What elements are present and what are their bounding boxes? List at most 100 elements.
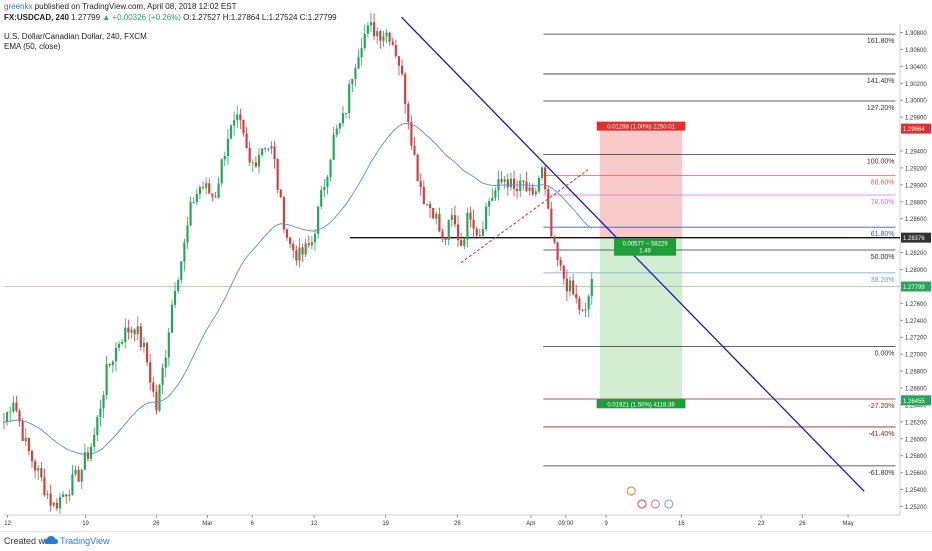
candle-body [223, 156, 226, 160]
candle-body [251, 162, 254, 164]
y-tick-label: 1.29800 [905, 116, 927, 122]
symbol-label: FX:USDCAD, 240 [4, 13, 69, 22]
candle-body [236, 114, 239, 121]
candle-body [58, 496, 62, 509]
candle-body [192, 202, 195, 203]
fib-level-label: 61.80% [871, 231, 895, 238]
candle-body [233, 120, 236, 126]
y-tick-label: 1.26600 [905, 387, 927, 393]
candle-body [96, 416, 99, 435]
candle-body [273, 146, 276, 160]
ohlc-values: O:1.27527 H:1.27864 L:1.27524 C:1.27799 [183, 13, 337, 22]
price-chart[interactable]: 1.30800 1.30600 1.30400 1.30200 1.30000 1.298… [0, 0, 932, 531]
y-tick-label: 1.26400 [905, 403, 927, 409]
candle-body [506, 179, 509, 188]
candle-body [320, 190, 323, 207]
x-tick-label: 26 [799, 521, 806, 527]
candle-body [121, 342, 124, 344]
candle-body [12, 402, 15, 412]
risk-reward-bg [614, 238, 677, 256]
candle-body [432, 208, 435, 219]
price-change: ▲ +0.00326 (+0.26%) [102, 13, 181, 22]
candle-body [264, 148, 267, 150]
candle-body [167, 332, 170, 358]
instrument-title: U.S. Dollar/Canadian Dollar, 240, FXCM [4, 32, 147, 41]
candle-body [136, 326, 139, 335]
candle-body [71, 474, 74, 495]
candle-body [105, 364, 108, 395]
y-tick-label: 1.30800 [905, 31, 927, 37]
y-tick-label: 1.30000 [905, 99, 927, 105]
event-flag-icon [650, 499, 660, 509]
candle-body [195, 194, 198, 203]
channel-dashed-line [460, 169, 589, 264]
tradingview-cloud-icon [44, 536, 58, 544]
x-tick-label: 19 [382, 521, 389, 527]
candle-body [407, 103, 410, 123]
candle-body [332, 134, 335, 160]
candle-body [525, 181, 528, 191]
candle-body [565, 278, 568, 292]
candle-body [341, 113, 345, 124]
candle-body [34, 461, 37, 471]
x-tick-label: 12 [311, 521, 318, 527]
candle-body [77, 469, 80, 482]
axis-price-tag-label: 1.28376 [903, 236, 925, 242]
candle-body [345, 113, 348, 114]
candle-body [27, 437, 30, 452]
candle-body [248, 148, 251, 163]
candle-body [83, 452, 86, 470]
y-tick-label: 1.27000 [905, 353, 927, 359]
candle-body [478, 235, 481, 237]
candle-body [198, 187, 202, 195]
axis-price-tag [901, 232, 931, 243]
axis-price-tag [901, 395, 931, 406]
candle-body [512, 178, 516, 189]
candle-body [55, 502, 58, 509]
candle-body [317, 206, 320, 234]
candle-body [276, 159, 279, 190]
candle-body [491, 197, 494, 202]
candle-body [214, 196, 217, 198]
candle-body [208, 183, 211, 194]
candle-body [469, 212, 472, 220]
candle-body [494, 190, 497, 198]
x-tick-label: Apr [526, 521, 535, 527]
candle-body [245, 133, 248, 149]
candle-body [102, 394, 105, 409]
candle-body [572, 280, 575, 295]
candle-body [550, 208, 553, 237]
x-tick-label: 23 [758, 521, 765, 527]
candle-body [379, 31, 382, 41]
candle-body [261, 148, 264, 155]
author-link[interactable]: greenkx [4, 2, 33, 11]
candle-body [323, 187, 326, 191]
y-tick-label: 1.27400 [905, 319, 927, 325]
candle-body [351, 78, 354, 85]
candle-body [456, 224, 460, 241]
candle-body [463, 239, 466, 246]
candle-body [537, 178, 540, 192]
axis-price-tag [901, 281, 931, 292]
x-tick-label: 26 [153, 521, 160, 527]
y-tick-label: 1.29400 [905, 149, 927, 155]
tradingview-brand[interactable]: TradingView [60, 536, 110, 546]
candle-body [117, 343, 121, 348]
candle-body [425, 203, 429, 205]
y-tick-label: 1.26200 [905, 420, 927, 426]
y-tick-label: 1.25600 [905, 471, 927, 477]
candle-body [385, 32, 388, 37]
candle-body [124, 327, 127, 343]
candle-body [438, 213, 441, 232]
candle-body [360, 48, 363, 58]
candle-body [376, 31, 379, 37]
fib-level-label: 38.20% [871, 277, 895, 284]
candle-body [528, 187, 531, 191]
candle-body [540, 167, 544, 179]
x-tick-label: Mar [202, 521, 212, 527]
candle-body [578, 298, 581, 310]
candle-body [531, 187, 534, 195]
candle-body [329, 159, 332, 177]
candle-body [556, 242, 559, 261]
